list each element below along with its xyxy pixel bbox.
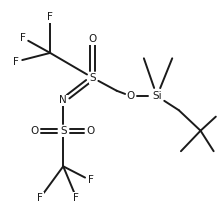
Text: F: F <box>47 12 53 22</box>
Text: F: F <box>73 193 79 203</box>
Text: F: F <box>88 175 93 185</box>
Text: F: F <box>14 57 19 67</box>
Text: Si: Si <box>152 91 162 101</box>
Text: F: F <box>20 33 26 43</box>
Text: N: N <box>59 95 67 105</box>
Text: S: S <box>60 126 66 136</box>
Text: F: F <box>37 193 43 203</box>
Text: O: O <box>127 91 135 101</box>
Text: O: O <box>89 34 97 44</box>
Text: S: S <box>89 73 96 83</box>
Text: O: O <box>86 126 95 136</box>
Text: O: O <box>31 126 39 136</box>
